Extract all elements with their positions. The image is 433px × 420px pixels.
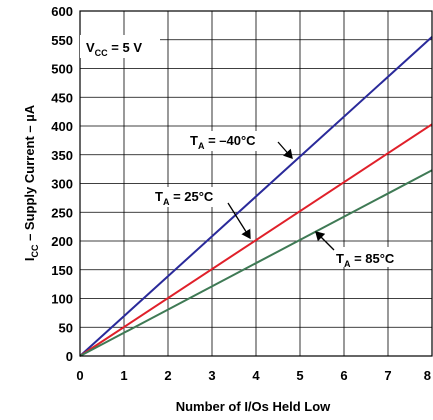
series-line-2 bbox=[79, 169, 433, 357]
y-tick-label-600: 600 bbox=[51, 4, 73, 19]
vcc-condition-label: VCC = 5 V bbox=[86, 40, 142, 58]
x-tick-label-8: 8 bbox=[424, 368, 431, 383]
y-axis-title: ICC – Supply Current – µA bbox=[22, 104, 40, 261]
arrow-25 bbox=[227, 202, 251, 240]
y-tick-label-0: 0 bbox=[66, 349, 73, 364]
series-line-0 bbox=[79, 36, 433, 357]
y-tick-label-250: 250 bbox=[51, 205, 73, 220]
x-tick-labels: 0 1 2 3 4 5 6 7 8 bbox=[76, 368, 431, 383]
x-tick-label-7: 7 bbox=[384, 368, 391, 383]
arrow-85 bbox=[315, 231, 335, 251]
x-tick-label-6: 6 bbox=[340, 368, 347, 383]
series-label-85: TA = 85°C bbox=[336, 251, 395, 269]
x-tick-label-2: 2 bbox=[164, 368, 171, 383]
grid bbox=[79, 10, 433, 357]
plot-frame bbox=[79, 10, 433, 357]
arrow-minus40 bbox=[277, 141, 293, 159]
x-tick-label-4: 4 bbox=[252, 368, 260, 383]
series-label-minus40: TA = –40°C bbox=[190, 133, 256, 151]
condition-box bbox=[80, 35, 160, 58]
label-bg-25 bbox=[152, 187, 226, 207]
y-tick-labels: 0 50 100 150 200 250 300 350 400 450 500 550 600 bbox=[51, 4, 73, 364]
y-tick-label-100: 100 bbox=[51, 292, 73, 307]
x-tick-label-3: 3 bbox=[208, 368, 215, 383]
x-tick-label-5: 5 bbox=[296, 368, 303, 383]
x-tick-label-0: 0 bbox=[76, 368, 83, 383]
y-tick-label-200: 200 bbox=[51, 234, 73, 249]
y-tick-label-150: 150 bbox=[51, 263, 73, 278]
y-tick-label-500: 500 bbox=[51, 62, 73, 77]
series-lines bbox=[79, 36, 433, 357]
label-bg-minus40 bbox=[188, 131, 274, 151]
x-tick-label-1: 1 bbox=[120, 368, 127, 383]
series-line-1 bbox=[79, 123, 433, 357]
y-tick-label-300: 300 bbox=[51, 177, 73, 192]
y-tick-label-400: 400 bbox=[51, 119, 73, 134]
y-tick-label-450: 450 bbox=[51, 90, 73, 105]
series-label-25: TA = 25°C bbox=[155, 189, 214, 207]
label-bg-85 bbox=[333, 247, 411, 267]
x-axis-title: Number of I/Os Held Low bbox=[176, 399, 331, 414]
y-tick-label-350: 350 bbox=[51, 148, 73, 163]
y-tick-label-50: 50 bbox=[59, 320, 73, 335]
y-tick-label-550: 550 bbox=[51, 33, 73, 48]
